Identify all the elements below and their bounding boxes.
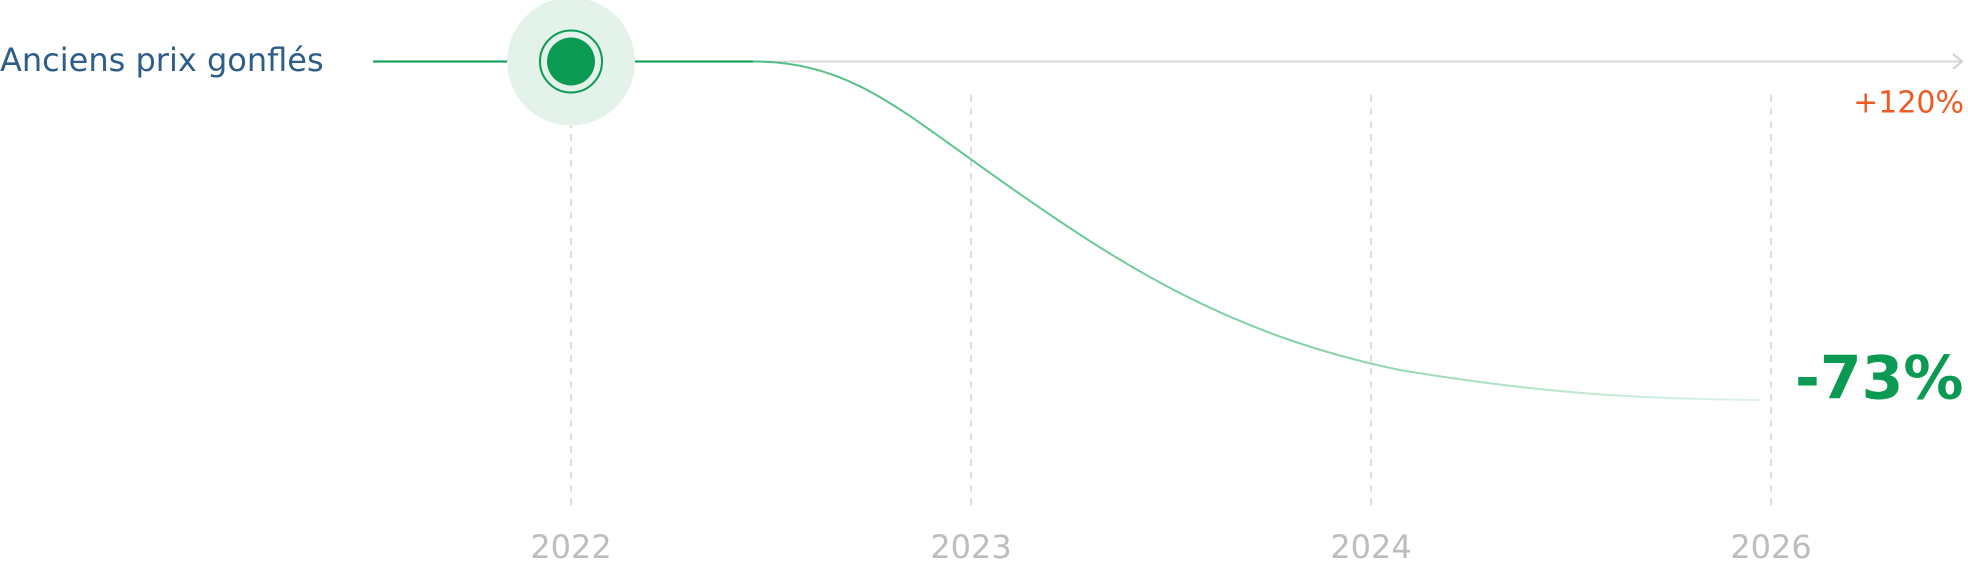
increase-annotation: +120% [1853, 86, 1964, 121]
x-tick-label: 2023 [930, 528, 1011, 566]
series-label: Anciens prix gonflés [0, 41, 324, 79]
marker-dot [547, 37, 595, 86]
x-tick-label: 2022 [530, 528, 611, 566]
decrease-annotation: -73% [1795, 344, 1964, 414]
arrow-head [1952, 53, 1964, 70]
price-curve [752, 60, 1761, 401]
x-tick-label: 2024 [1330, 528, 1411, 566]
x-tick-label: 2026 [1730, 528, 1811, 566]
grid [570, 95, 1772, 506]
marker-ring [539, 29, 603, 94]
